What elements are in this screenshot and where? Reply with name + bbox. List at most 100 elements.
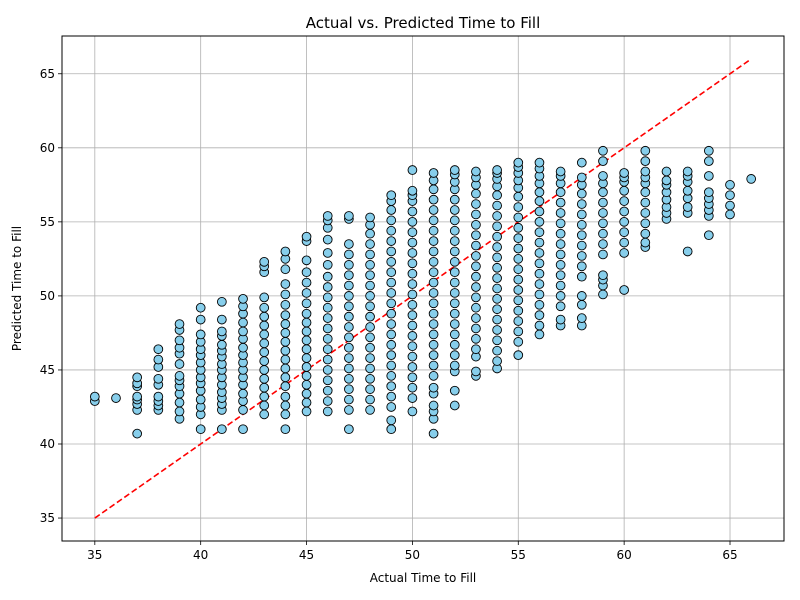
- data-point: [598, 208, 608, 218]
- data-point: [449, 194, 460, 205]
- data-point: [619, 227, 629, 238]
- data-point: [449, 246, 460, 257]
- data-point: [471, 166, 481, 177]
- data-point: [365, 301, 375, 312]
- data-point: [703, 230, 714, 241]
- x-tick-label: 40: [193, 548, 208, 562]
- data-point: [471, 261, 481, 272]
- chart-title: Actual vs. Predicted Time to Fill: [306, 14, 541, 32]
- data-point: [322, 334, 333, 344]
- data-point: [619, 237, 629, 248]
- data-point: [598, 145, 608, 156]
- data-point: [280, 328, 291, 338]
- data-point: [280, 264, 291, 275]
- data-point: [640, 237, 651, 248]
- data-point: [576, 188, 587, 199]
- data-point: [534, 320, 545, 331]
- data-point: [428, 400, 439, 411]
- perfect-prediction-line: [94, 58, 752, 519]
- data-point: [471, 366, 481, 377]
- y-axis-ticks: 35 40 45 50 55 60 65: [40, 67, 62, 525]
- data-point: [386, 298, 397, 309]
- data-point: [132, 428, 143, 439]
- data-point: [555, 301, 566, 312]
- data-point: [513, 336, 524, 347]
- data-point: [153, 344, 164, 355]
- data-point: [576, 209, 587, 220]
- data-point: [428, 277, 439, 288]
- data-point: [428, 382, 439, 393]
- data-point: [534, 299, 545, 310]
- data-point: [111, 393, 121, 403]
- data-point: [513, 202, 524, 212]
- data-point: [407, 217, 418, 227]
- data-point: [534, 206, 545, 217]
- x-tick-label: 45: [299, 548, 314, 562]
- data-point: [555, 291, 566, 301]
- data-point: [598, 249, 608, 260]
- data-point: [534, 329, 545, 340]
- data-point: [449, 215, 460, 226]
- data-point: [365, 332, 375, 343]
- data-point: [322, 302, 333, 313]
- data-point: [322, 313, 333, 323]
- data-point: [344, 249, 354, 260]
- data-point: [322, 282, 333, 292]
- data-point: [576, 199, 587, 209]
- data-point: [555, 208, 566, 218]
- x-axis-ticks: 35 40 45 50 55 60 65: [87, 541, 738, 562]
- data-point: [280, 289, 291, 300]
- data-point: [513, 274, 524, 285]
- data-point: [555, 270, 566, 281]
- data-point: [428, 168, 439, 178]
- x-axis-label: Actual Time to Fill: [370, 571, 476, 585]
- data-point: [449, 350, 460, 360]
- data-point: [428, 298, 439, 309]
- data-point: [153, 373, 164, 384]
- data-point: [471, 302, 481, 313]
- data-point: [280, 409, 291, 420]
- data-point: [640, 166, 651, 177]
- data-point: [259, 400, 270, 411]
- data-point: [280, 319, 291, 329]
- data-point: [322, 323, 333, 334]
- data-point: [555, 228, 566, 239]
- data-point: [513, 222, 524, 233]
- data-point: [428, 205, 439, 215]
- data-point: [428, 319, 439, 329]
- data-point: [449, 308, 460, 319]
- data-point: [407, 279, 418, 289]
- data-point: [344, 280, 354, 291]
- data-point: [449, 256, 460, 267]
- data-point: [344, 259, 354, 270]
- data-point: [449, 385, 460, 396]
- data-point: [407, 362, 418, 372]
- data-point: [725, 209, 735, 220]
- data-point: [534, 187, 545, 198]
- data-point: [576, 230, 587, 241]
- data-point: [471, 282, 481, 292]
- data-point: [322, 292, 333, 303]
- data-point: [619, 248, 629, 258]
- data-point: [280, 391, 291, 402]
- data-point: [471, 334, 481, 344]
- data-point: [492, 242, 502, 252]
- data-point: [280, 424, 291, 435]
- data-point: [576, 291, 587, 301]
- data-point: [534, 248, 545, 258]
- data-point: [407, 237, 418, 248]
- data-point: [365, 249, 375, 260]
- data-point: [301, 406, 312, 417]
- data-point: [471, 313, 481, 323]
- data-point: [471, 323, 481, 334]
- plot-frame: [61, 35, 785, 542]
- x-tick-label: 55: [511, 548, 526, 562]
- data-point: [386, 190, 397, 201]
- data-point: [449, 360, 460, 371]
- data-points: [89, 145, 757, 439]
- data-point: [365, 373, 375, 384]
- data-point: [449, 236, 460, 246]
- data-point: [449, 225, 460, 236]
- data-point: [746, 174, 757, 184]
- data-point: [238, 326, 248, 337]
